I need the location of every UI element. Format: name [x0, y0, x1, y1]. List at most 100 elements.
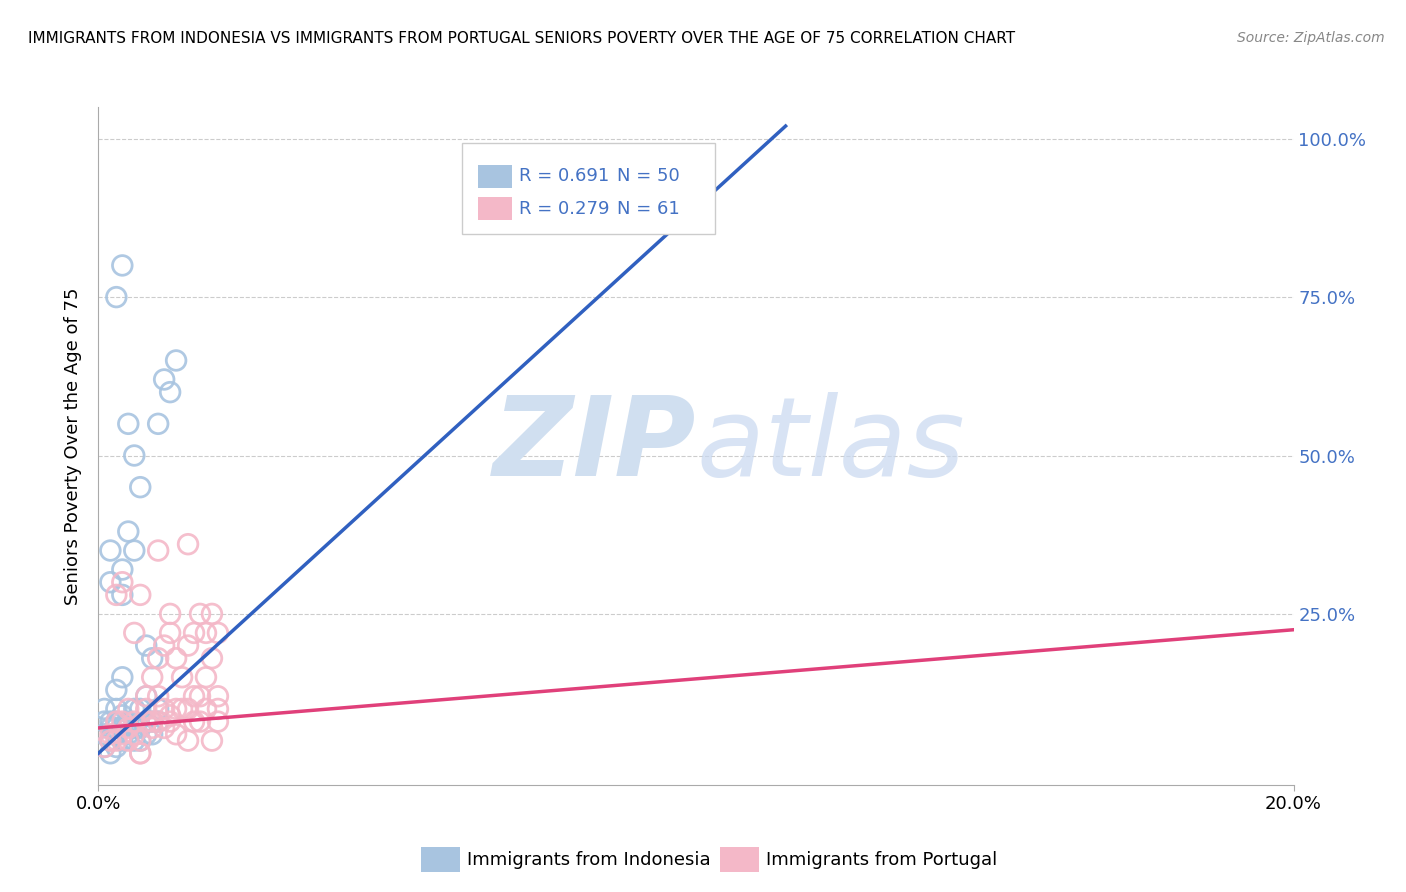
Point	[159, 714, 181, 729]
Point	[159, 385, 181, 400]
Point	[105, 727, 128, 741]
Point	[93, 702, 115, 716]
Point	[148, 690, 170, 704]
Text: Immigrants from Portugal: Immigrants from Portugal	[766, 851, 997, 869]
Text: R = 0.691: R = 0.691	[519, 167, 609, 186]
Point	[129, 733, 152, 747]
Point	[124, 727, 146, 741]
Point	[93, 714, 115, 729]
Point	[111, 588, 134, 602]
Point	[98, 721, 122, 735]
Point	[111, 733, 134, 747]
Point	[141, 714, 163, 729]
Point	[129, 702, 152, 716]
Point	[124, 626, 146, 640]
Point	[111, 721, 134, 735]
Text: atlas: atlas	[696, 392, 965, 500]
Point	[148, 417, 170, 431]
Point	[111, 714, 134, 729]
Point	[105, 682, 128, 697]
Point	[148, 543, 170, 558]
Point	[105, 739, 128, 754]
Point	[135, 702, 157, 716]
Point	[98, 733, 122, 747]
Text: Source: ZipAtlas.com: Source: ZipAtlas.com	[1237, 31, 1385, 45]
Point	[98, 543, 122, 558]
Point	[148, 714, 170, 729]
Point	[98, 714, 122, 729]
Text: N = 50: N = 50	[617, 167, 681, 186]
Point	[141, 721, 163, 735]
Point	[93, 727, 115, 741]
Point	[165, 651, 187, 665]
Point	[124, 543, 146, 558]
Point	[135, 714, 157, 729]
Point	[188, 607, 211, 621]
Point	[207, 714, 229, 729]
Point	[129, 721, 152, 735]
Point	[111, 259, 134, 273]
Point	[201, 733, 224, 747]
Point	[98, 746, 122, 760]
Point	[153, 372, 176, 386]
Point	[188, 714, 211, 729]
Text: ZIP: ZIP	[492, 392, 696, 500]
Point	[124, 714, 146, 729]
Point	[98, 733, 122, 747]
Point	[148, 702, 170, 716]
Point	[201, 651, 224, 665]
Point	[153, 721, 176, 735]
Point	[177, 702, 200, 716]
Point	[124, 733, 146, 747]
Point	[195, 626, 218, 640]
Point	[141, 670, 163, 684]
Point	[129, 746, 152, 760]
Point	[148, 651, 170, 665]
Point	[129, 746, 152, 760]
Point	[135, 690, 157, 704]
Point	[153, 702, 176, 716]
Point	[195, 670, 218, 684]
Point	[98, 575, 122, 590]
Point	[117, 727, 139, 741]
Point	[165, 727, 187, 741]
Point	[105, 290, 128, 304]
Y-axis label: Seniors Poverty Over the Age of 75: Seniors Poverty Over the Age of 75	[63, 287, 82, 605]
Point	[105, 733, 128, 747]
Point	[117, 524, 139, 539]
Point	[141, 651, 163, 665]
Point	[111, 727, 134, 741]
Text: R = 0.279: R = 0.279	[519, 200, 610, 218]
Text: Immigrants from Indonesia: Immigrants from Indonesia	[467, 851, 711, 869]
Point	[111, 563, 134, 577]
Point	[177, 639, 200, 653]
Point	[183, 690, 205, 704]
Point	[124, 721, 146, 735]
Point	[172, 670, 194, 684]
Point	[159, 607, 181, 621]
Point	[98, 727, 122, 741]
Point	[129, 733, 152, 747]
Point	[141, 727, 163, 741]
Point	[124, 702, 146, 716]
Point	[105, 588, 128, 602]
Point	[188, 690, 211, 704]
Point	[111, 708, 134, 723]
Point	[117, 417, 139, 431]
Point	[105, 702, 128, 716]
Point	[105, 714, 128, 729]
Point	[117, 714, 139, 729]
Point	[201, 607, 224, 621]
Point	[207, 702, 229, 716]
Point	[135, 714, 157, 729]
Point	[105, 714, 128, 729]
Point	[129, 588, 152, 602]
Point	[159, 626, 181, 640]
Point	[105, 721, 128, 735]
Point	[135, 639, 157, 653]
Point	[172, 702, 194, 716]
Point	[148, 714, 170, 729]
Point	[111, 670, 134, 684]
Text: IMMIGRANTS FROM INDONESIA VS IMMIGRANTS FROM PORTUGAL SENIORS POVERTY OVER THE A: IMMIGRANTS FROM INDONESIA VS IMMIGRANTS …	[28, 31, 1015, 46]
Point	[207, 626, 229, 640]
